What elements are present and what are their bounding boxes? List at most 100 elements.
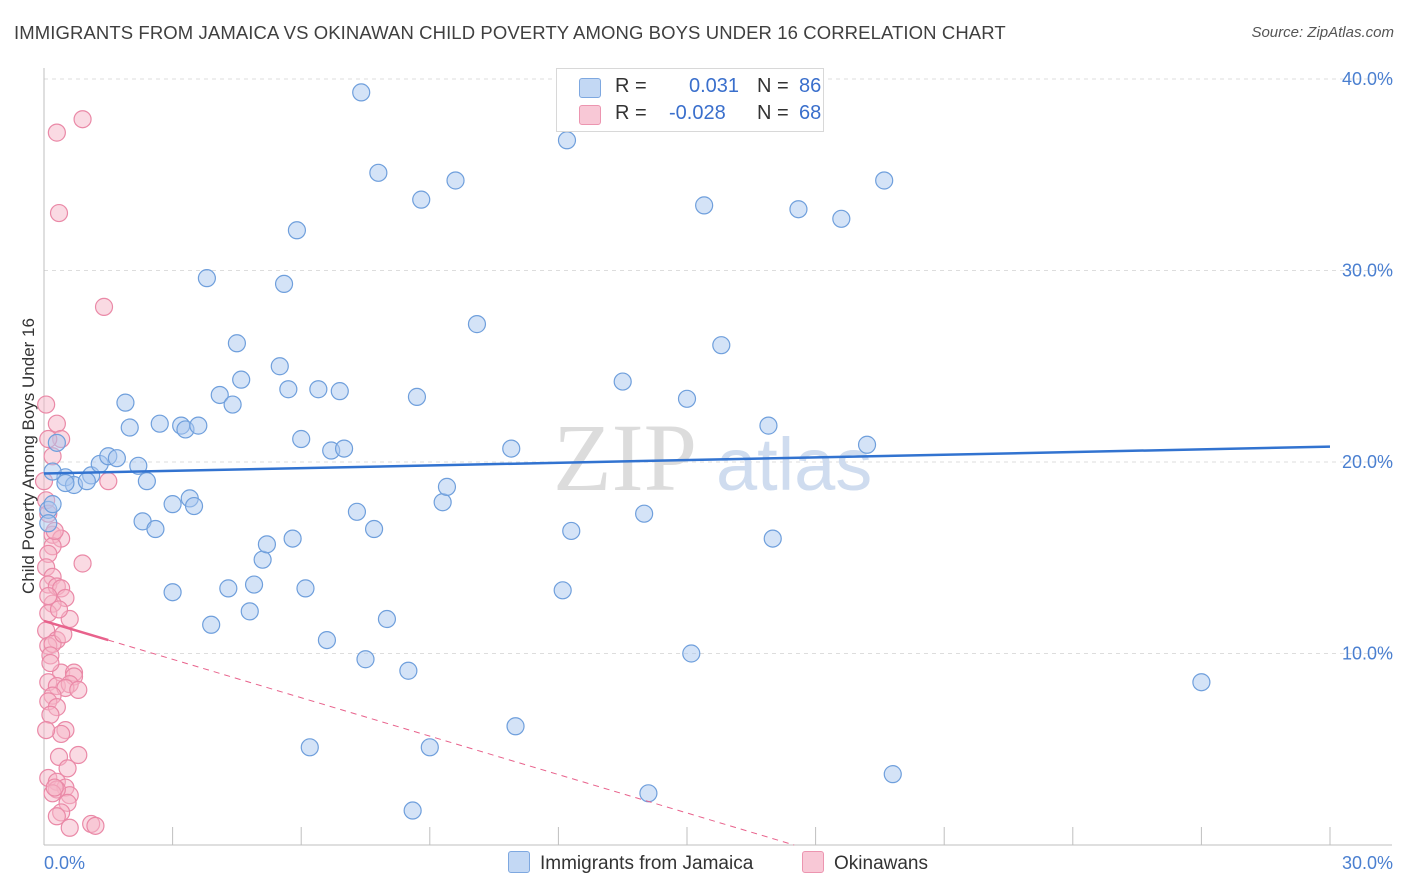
okinawans-point — [60, 818, 79, 837]
x-tick-label-min: 0.0% — [44, 853, 85, 873]
jamaica-point — [613, 372, 632, 391]
jamaica-point — [1192, 673, 1211, 692]
jamaica-point — [279, 380, 298, 399]
jamaica-point — [227, 334, 246, 353]
jamaica-point — [352, 83, 371, 102]
jamaica-point — [875, 171, 894, 190]
legend-swatch-pink — [579, 105, 601, 125]
jamaica-point — [223, 395, 242, 414]
legend-n-value: 68 — [799, 102, 822, 124]
jamaica-point — [553, 581, 572, 600]
x-tick-marks — [172, 827, 1331, 845]
okinawans-point — [47, 123, 66, 142]
okinawans-trend-line — [43, 619, 109, 642]
jamaica-point — [270, 357, 289, 376]
watermark-zip: ZIP — [553, 404, 697, 511]
y-tick-label: 20.0% — [1342, 452, 1393, 472]
jamaica-point — [292, 429, 311, 449]
jamaica-point — [43, 495, 62, 514]
okinawans-point — [37, 395, 56, 414]
jamaica-point — [763, 529, 782, 548]
jamaica-point — [682, 644, 701, 663]
bottom-legend-jamaica: Immigrants from Jamaica — [508, 851, 753, 875]
legend-n-label: N = — [757, 102, 789, 124]
jamaica-point — [107, 449, 126, 468]
jamaica-point — [232, 370, 251, 389]
okinawans-point — [86, 816, 105, 835]
jamaica-point — [467, 315, 487, 334]
jamaica-point — [557, 131, 577, 150]
jamaica-point — [150, 414, 169, 433]
jamaica-point — [43, 462, 62, 481]
okinawans-point — [99, 472, 118, 491]
okinawans-points — [34, 110, 118, 837]
trend-lines — [43, 445, 1331, 846]
jamaica-point — [677, 389, 697, 408]
jamaica-point — [369, 163, 388, 182]
okinawans-point — [37, 720, 56, 740]
y-tick-label: 40.0% — [1342, 69, 1393, 89]
okinawans-point — [39, 586, 58, 606]
jamaica-point — [129, 456, 148, 475]
jamaica-point — [47, 433, 66, 452]
bottom-legend-swatch-pink — [802, 851, 824, 873]
jamaica-point — [330, 382, 349, 401]
jamaica-point — [240, 602, 259, 621]
watermark-atlas: atlas — [716, 423, 872, 506]
jamaica-point — [446, 171, 465, 190]
jamaica-point — [334, 439, 354, 458]
okinawans-trend-extension — [108, 639, 795, 846]
okinawans-point — [49, 203, 69, 223]
okinawans-point — [58, 759, 77, 778]
bottom-legend-label: Okinawans — [834, 853, 928, 874]
y-axis-label: Child Poverty Among Boys Under 16 — [19, 318, 38, 594]
chart-title: IMMIGRANTS FROM JAMAICA VS OKINAWAN CHIL… — [14, 22, 1006, 43]
jamaica-point — [832, 209, 851, 228]
okinawans-point — [69, 680, 88, 699]
okinawans-point — [69, 745, 88, 765]
jamaica-trend-line — [43, 445, 1331, 475]
okinawans-point — [94, 297, 114, 316]
jamaica-point — [506, 717, 525, 736]
jamaica-point — [433, 493, 452, 512]
jamaica-point — [244, 575, 264, 594]
jamaica-point — [300, 738, 319, 757]
jamaica-point — [403, 801, 422, 820]
watermark: ZIP atlas — [553, 404, 872, 511]
jamaica-point — [39, 514, 58, 533]
jamaica-point — [210, 385, 229, 405]
jamaica-point — [296, 579, 315, 598]
grid-lines — [44, 78, 1392, 654]
okinawans-point — [73, 110, 92, 129]
stats-legend: R = 0.031 N = 86 R = -0.028 N = 68 — [556, 68, 824, 132]
jamaica-point — [163, 495, 182, 514]
jamaica-point — [253, 550, 272, 569]
legend-n-label: N = — [757, 75, 789, 97]
jamaica-point — [120, 418, 139, 437]
okinawans-point — [47, 414, 66, 433]
legend-n-value: 86 — [799, 75, 822, 97]
source-label: Source: ZipAtlas.com — [1251, 24, 1394, 41]
jamaica-point — [437, 477, 457, 496]
jamaica-point — [137, 472, 156, 491]
jamaica-point — [712, 336, 731, 355]
jamaica-point — [562, 521, 581, 541]
jamaica-point — [639, 784, 658, 803]
jamaica-point — [202, 615, 221, 634]
jamaica-point — [759, 416, 778, 435]
jamaica-point — [420, 738, 439, 757]
jamaica-point — [163, 583, 182, 602]
jamaica-point — [219, 579, 238, 598]
jamaica-point — [189, 416, 208, 435]
jamaica-point — [356, 650, 375, 669]
jamaica-point — [146, 519, 165, 539]
legend-swatch-blue — [579, 78, 601, 98]
jamaica-point — [274, 274, 294, 294]
jamaica-point — [635, 504, 654, 523]
y-tick-labels: 10.0% 20.0% 30.0% 40.0% — [1342, 69, 1393, 664]
x-tick-label-max: 30.0% — [1342, 853, 1393, 873]
bottom-legend-swatch-blue — [508, 851, 530, 873]
okinawans-point — [41, 705, 60, 724]
jamaica-point — [399, 661, 418, 680]
jamaica-point — [77, 472, 96, 491]
